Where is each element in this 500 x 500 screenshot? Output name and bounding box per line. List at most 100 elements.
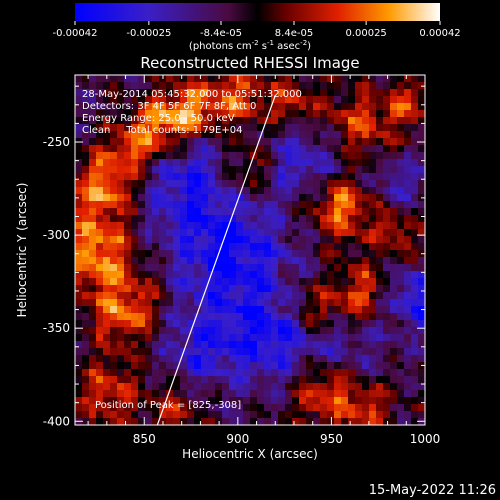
heatmap-cell	[117, 194, 125, 202]
heatmap-cell	[341, 250, 349, 258]
heatmap-cell	[222, 131, 230, 139]
heatmap-cell	[418, 229, 425, 237]
heatmap-cell	[313, 376, 321, 384]
heatmap-cell	[159, 117, 167, 125]
heatmap-cell	[278, 306, 286, 314]
heatmap-cell	[271, 334, 279, 342]
heatmap-cell	[264, 418, 272, 425]
heatmap-cell	[117, 390, 125, 398]
heatmap-cell	[187, 306, 195, 314]
annotation-energy-range: Energy Range: 25.0 - 50.0 keV	[82, 113, 235, 124]
heatmap-cell	[166, 243, 174, 251]
heatmap-cell	[264, 390, 272, 398]
heatmap-cell	[355, 194, 363, 202]
heatmap-cell	[404, 257, 412, 265]
heatmap-cell	[215, 285, 223, 293]
heatmap-cell	[348, 145, 356, 153]
heatmap-cell	[166, 313, 174, 321]
heatmap-cell	[243, 299, 251, 307]
heatmap-cell	[355, 264, 363, 272]
heatmap-cell	[159, 292, 167, 300]
heatmap-cell	[194, 369, 202, 377]
heatmap-cell	[278, 222, 286, 230]
heatmap-cell	[215, 82, 223, 90]
heatmap-cell	[166, 334, 174, 342]
heatmap-cell	[138, 306, 146, 314]
heatmap-cell	[299, 103, 307, 111]
heatmap-cell	[215, 145, 223, 153]
heatmap-cell	[124, 418, 132, 425]
heatmap-cell	[75, 187, 83, 195]
heatmap-cell	[124, 243, 132, 251]
heatmap-cell	[110, 362, 118, 370]
heatmap-cell	[215, 236, 223, 244]
heatmap-cell	[152, 383, 160, 391]
heatmap-cell	[313, 362, 321, 370]
heatmap-cell	[278, 243, 286, 251]
heatmap-cell	[257, 390, 265, 398]
heatmap-cell	[173, 320, 181, 328]
heatmap-cell	[334, 201, 342, 209]
heatmap-cell	[355, 397, 363, 405]
heatmap-cell	[285, 145, 293, 153]
heatmap-cell	[110, 418, 118, 425]
heatmap-cell	[180, 306, 188, 314]
heatmap-cell	[145, 236, 153, 244]
heatmap-cell	[103, 180, 111, 188]
heatmap-cell	[362, 145, 370, 153]
heatmap-cell	[355, 152, 363, 160]
heatmap-cell	[271, 362, 279, 370]
heatmap-cell	[320, 82, 328, 90]
heatmap-cell	[355, 201, 363, 209]
heatmap-cell	[194, 306, 202, 314]
heatmap-cell	[124, 215, 132, 223]
heatmap-cell	[320, 215, 328, 223]
heatmap-cell	[376, 131, 384, 139]
heatmap-cell	[117, 159, 125, 167]
heatmap-cell	[229, 89, 237, 97]
heatmap-cell	[243, 285, 251, 293]
heatmap-cell	[152, 404, 160, 412]
heatmap-cell	[355, 355, 363, 363]
heatmap-cell	[96, 110, 104, 118]
heatmap-cell	[278, 180, 286, 188]
heatmap-cell	[124, 369, 132, 377]
heatmap-cell	[404, 285, 412, 293]
heatmap-cell	[82, 194, 90, 202]
heatmap-cell	[264, 117, 272, 125]
heatmap-cell	[362, 390, 370, 398]
heatmap-cell	[180, 152, 188, 160]
heatmap-cell	[257, 369, 265, 377]
heatmap-cell	[208, 145, 216, 153]
heatmap-cell	[320, 257, 328, 265]
heatmap-cell	[355, 327, 363, 335]
heatmap-cell	[82, 138, 90, 146]
heatmap-cell	[285, 320, 293, 328]
heatmap-cell	[390, 292, 398, 300]
heatmap-cell	[271, 194, 279, 202]
heatmap-cell	[82, 208, 90, 216]
heatmap-cell	[285, 243, 293, 251]
heatmap-cell	[320, 397, 328, 405]
heatmap-cell	[124, 327, 132, 335]
heatmap-cell	[376, 390, 384, 398]
heatmap-cell	[187, 264, 195, 272]
heatmap-cell	[166, 215, 174, 223]
heatmap-cell	[355, 390, 363, 398]
heatmap-cell	[250, 222, 258, 230]
heatmap-cell	[166, 411, 174, 419]
heatmap-cell	[117, 124, 125, 132]
heatmap-cell	[229, 194, 237, 202]
heatmap-cell	[369, 82, 377, 90]
heatmap-cell	[299, 187, 307, 195]
heatmap-cell	[180, 194, 188, 202]
heatmap-cell	[138, 222, 146, 230]
heatmap-cell	[173, 236, 181, 244]
heatmap-cell	[75, 208, 83, 216]
heatmap-cell	[369, 355, 377, 363]
heatmap-cell	[271, 166, 279, 174]
heatmap-cell	[292, 327, 300, 335]
heatmap-cell	[348, 159, 356, 167]
heatmap-cell	[250, 124, 258, 132]
heatmap-cell	[201, 285, 209, 293]
